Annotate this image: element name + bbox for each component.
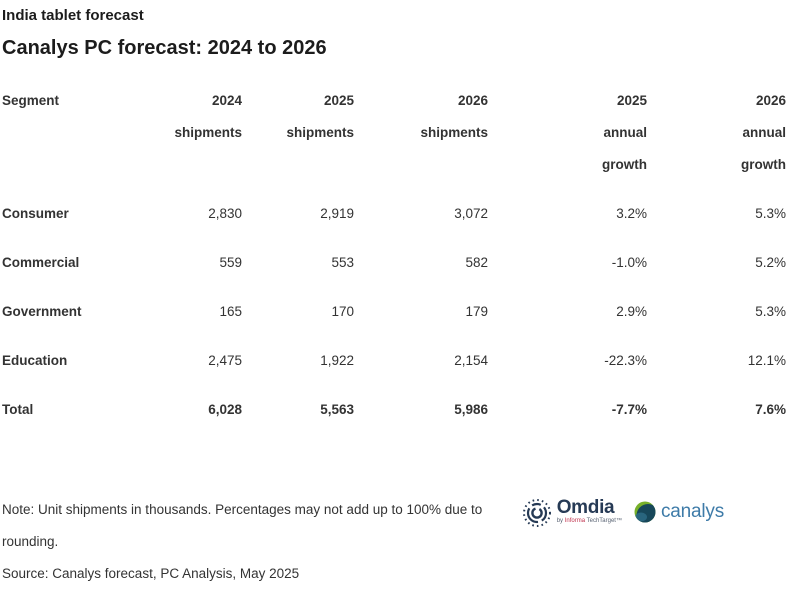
note-text: Note: Unit shipments in thousands. Perce… [2,502,483,517]
header-line: annual [603,125,647,140]
value-cell: 2,475 [208,353,242,368]
page-title: Canalys PC forecast: 2024 to 2026 [2,37,327,59]
logo-group: Omdia by Informa TechTarget™ canalys [522,498,724,528]
kicker-title: India tablet forecast [2,7,144,24]
value-cell: 7.6% [755,402,786,417]
source-text: Source: Canalys forecast, PC Analysis, M… [2,566,300,581]
segment-cell: Government [2,304,82,319]
value-cell: 165 [219,304,242,319]
table-row-government: Government 165 170 179 2.9% 5.3% [2,287,786,336]
column-header-2026-growth: 2026 annual growth [647,85,786,189]
table-row-commercial: Commercial 559 553 582 -1.0% 5.2% [2,238,786,287]
value-cell: 5.3% [755,206,786,221]
footer: Note: Unit shipments in thousands. Perce… [2,494,786,590]
value-cell: 553 [331,255,354,270]
header-line: shipments [420,125,488,140]
value-cell: 12.1% [747,353,786,368]
value-cell: 5.3% [755,304,786,319]
value-cell: 3.2% [616,206,647,221]
omdia-wordmark: Omdia [556,497,615,518]
value-cell: -7.7% [611,402,647,417]
header-line: 2025 [323,93,354,108]
column-header-2024-shipments: 2024 shipments [152,85,242,189]
segment-cell: Commercial [2,255,80,270]
header-line: 2026 [755,93,786,108]
header-line: growth [602,157,647,172]
header-row: Segment 2024 shipments 2025 shipments 20… [2,85,786,189]
value-cell: 5.2% [755,255,786,270]
column-header-2025-shipments: 2025 shipments [242,85,354,189]
omdia-tagline-prefix: by [556,518,565,524]
value-cell: 2.9% [616,304,647,319]
table-row-total: Total 6,028 5,563 5,986 -7.7% 7.6% [2,385,786,434]
omdia-tagline-brand: Informa [564,518,586,524]
canalys-wordmark: canalys [660,501,724,522]
table-row-education: Education 2,475 1,922 2,154 -22.3% 12.1% [2,336,786,385]
omdia-tagline: by Informa TechTarget™ [557,518,622,525]
omdia-text-block: Omdia by Informa TechTarget™ [557,498,622,525]
header-line: growth [741,157,786,172]
footnotes: Note: Unit shipments in thousands. Perce… [2,494,482,590]
note-text: rounding. [2,534,59,549]
forecast-table: Segment 2024 shipments 2025 shipments 20… [2,85,786,434]
header-line: 2025 [616,93,647,108]
segment-cell: Total [2,402,34,417]
header-line: 2024 [211,93,242,108]
value-cell: 2,830 [208,206,242,221]
value-cell: 2,154 [454,353,488,368]
value-cell: 559 [219,255,242,270]
value-cell: 1,922 [320,353,354,368]
value-cell: 5,986 [454,402,488,417]
value-cell: -22.3% [604,353,647,368]
omdia-icon [522,499,551,527]
segment-cell: Consumer [2,206,69,221]
value-cell: 3,072 [454,206,488,221]
value-cell: -1.0% [611,255,647,270]
value-cell: 2,919 [320,206,354,221]
omdia-logo: Omdia by Informa TechTarget™ [522,498,622,528]
value-cell: 5,563 [320,402,354,417]
header-line: annual [742,125,786,140]
segment-cell: Education [2,353,68,368]
canalys-logo: canalys [634,501,724,523]
header-line: shipments [174,125,242,140]
canalys-icon [634,501,656,523]
column-header-segment: Segment [2,85,152,189]
column-header-2025-growth: 2025 annual growth [488,85,647,189]
header-line: Segment [2,93,60,108]
header-line: 2026 [457,93,488,108]
header-line: shipments [286,125,354,140]
value-cell: 179 [465,304,488,319]
column-header-2026-shipments: 2026 shipments [354,85,488,189]
value-cell: 170 [331,304,354,319]
value-cell: 582 [465,255,488,270]
value-cell: 6,028 [208,402,242,417]
omdia-tagline-rest: TechTarget™ [585,518,622,524]
table-row-consumer: Consumer 2,830 2,919 3,072 3.2% 5.3% [2,189,786,238]
